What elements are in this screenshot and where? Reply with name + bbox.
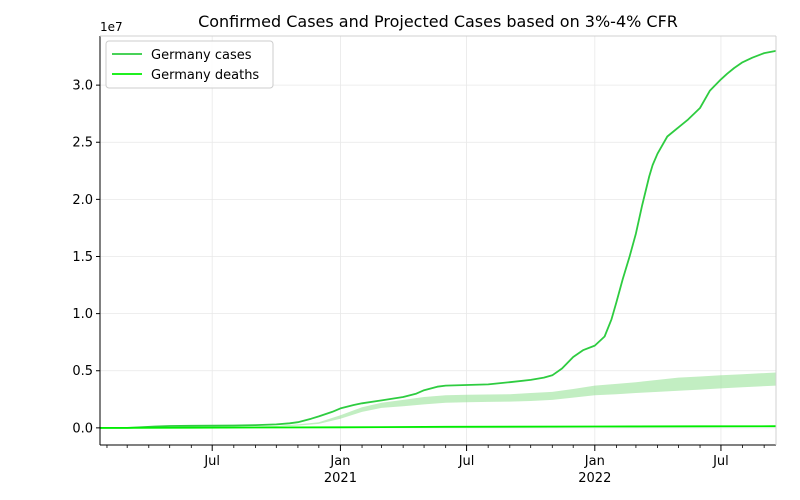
y-offset-label: 1e7 — [100, 20, 123, 34]
series-line-deaths — [99, 425, 777, 429]
y-tick-label: 3.0 — [72, 79, 93, 94]
legend: Germany cases Germany deaths — [105, 40, 274, 89]
plot-frame — [99, 35, 777, 446]
y-tick-label: 1.0 — [72, 307, 93, 322]
projection-band-area — [100, 372, 776, 428]
legend-label-deaths: Germany deaths — [151, 68, 259, 83]
chart-title: Confirmed Cases and Projected Cases base… — [198, 12, 678, 31]
y-axis: 0.0 0.5 1.0 1.5 2.0 2.5 3.0 — [72, 79, 100, 436]
x-tick-year-label: 2022 — [578, 471, 611, 486]
y-tick-label: 2.0 — [72, 193, 93, 208]
y-tick-label: 1.5 — [72, 250, 93, 265]
x-tick-label: Jul — [458, 454, 475, 469]
x-tick-label: Jan — [584, 454, 605, 469]
series-line-cases — [100, 50, 777, 429]
y-tick-label: 2.5 — [72, 136, 93, 151]
legend-box — [105, 40, 274, 89]
y-tick-label: 0.5 — [72, 364, 93, 379]
series-lines — [99, 50, 777, 429]
x-tick-label: Jul — [203, 454, 220, 469]
x-axis: Jul Jan 2021 Jul Jan 2022 Jul — [106, 445, 765, 486]
x-tick-year-label: 2021 — [324, 471, 357, 486]
x-tick-label: Jan — [329, 454, 350, 469]
x-tick-label: Jul — [712, 454, 729, 469]
legend-label-cases: Germany cases — [151, 48, 252, 63]
projection-band — [100, 372, 776, 428]
y-tick-label: 0.0 — [72, 421, 93, 436]
